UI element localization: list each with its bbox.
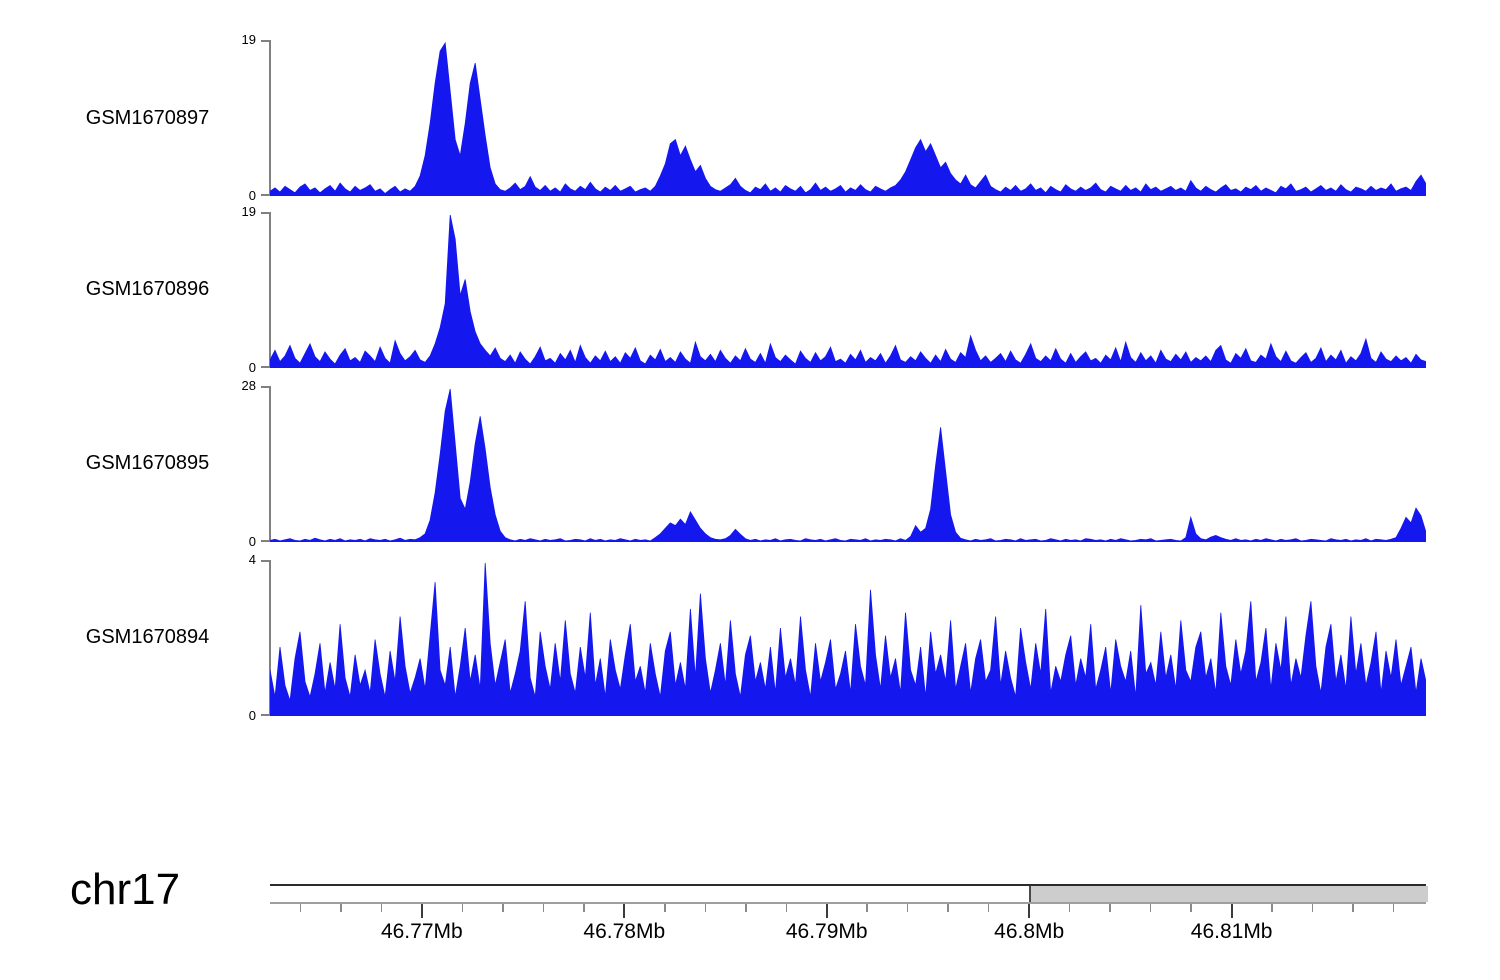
y-axis-line xyxy=(269,560,271,716)
y-axis-zero-label: 0 xyxy=(248,534,256,549)
y-axis-max-label: 19 xyxy=(241,32,256,47)
chromosome-label: chr17 xyxy=(70,865,181,914)
axis-minor-tick xyxy=(866,904,868,912)
axis-minor-tick xyxy=(906,904,909,912)
y-axis-bottom-tick xyxy=(261,194,269,196)
axis-minor-tick xyxy=(1352,904,1354,912)
axis-tick-label: 46.79Mb xyxy=(785,920,868,943)
axis-tick-label: 46.77Mb xyxy=(380,920,463,943)
axis-minor-tick xyxy=(1068,904,1071,912)
axis-minor-tick xyxy=(987,904,990,912)
track-label-gsm1670896: GSM1670896 xyxy=(85,278,210,300)
y-axis-top-tick xyxy=(261,386,269,388)
y-axis-top-tick xyxy=(261,212,269,214)
y-axis-bottom-tick xyxy=(261,540,269,542)
axis-minor-tick xyxy=(745,904,747,912)
y-axis-zero-label: 0 xyxy=(248,360,256,375)
coverage-track-gsm1670897 xyxy=(270,40,1426,196)
axis-minor-tick xyxy=(542,904,545,912)
axis-ticks xyxy=(270,904,1426,922)
y-axis-bottom-tick xyxy=(261,714,269,716)
y-axis-line xyxy=(269,212,271,368)
track-label-gsm1670895: GSM1670895 xyxy=(85,452,210,474)
genome-axis-bar xyxy=(270,884,1428,904)
axis-minor-tick xyxy=(1392,904,1395,912)
axis-minor-tick xyxy=(583,904,585,912)
axis-minor-tick xyxy=(1271,904,1273,912)
axis-minor-tick xyxy=(340,904,342,912)
axis-minor-tick xyxy=(299,904,302,912)
y-axis-max-label: 28 xyxy=(241,378,256,393)
y-axis-max-label: 4 xyxy=(248,552,256,567)
axis-tick-label: 46.78Mb xyxy=(583,920,666,943)
axis-minor-tick xyxy=(947,904,949,912)
axis-minor-tick xyxy=(785,904,787,912)
coverage-track-gsm1670895 xyxy=(270,386,1426,542)
axis-minor-tick xyxy=(1190,904,1192,912)
axis-major-tick xyxy=(420,904,423,918)
y-axis-bottom-tick xyxy=(261,366,269,368)
y-axis-zero-label: 0 xyxy=(248,708,256,723)
y-axis-line xyxy=(269,40,271,196)
axis-major-tick xyxy=(1230,904,1233,918)
axis-major-tick xyxy=(1028,904,1031,918)
y-axis-top-tick xyxy=(261,560,269,562)
track-label-gsm1670897: GSM1670897 xyxy=(85,107,210,129)
axis-minor-tick xyxy=(1311,904,1314,912)
y-axis-zero-label: 0 xyxy=(248,188,256,203)
axis-major-tick xyxy=(623,904,626,918)
coverage-track-gsm1670894 xyxy=(270,560,1426,716)
axis-minor-tick xyxy=(461,904,464,912)
axis-tick-label: 46.81Mb xyxy=(1190,920,1273,943)
axis-highlight-region xyxy=(1029,886,1428,902)
axis-minor-tick xyxy=(380,904,383,912)
axis-tick-label: 46.8Mb xyxy=(994,920,1065,943)
axis-minor-tick xyxy=(704,904,707,912)
coverage-track-gsm1670896 xyxy=(270,212,1426,368)
axis-minor-tick xyxy=(1149,904,1152,912)
y-axis-top-tick xyxy=(261,40,269,42)
axis-major-tick xyxy=(825,904,828,918)
axis-minor-tick xyxy=(664,904,666,912)
axis-minor-tick xyxy=(502,904,504,912)
axis-labels: 46.77Mb 46.78Mb 46.79Mb 46.8Mb 46.81Mb xyxy=(270,919,1426,947)
y-axis-line xyxy=(269,386,271,542)
y-axis-max-label: 19 xyxy=(241,204,256,219)
track-label-gsm1670894: GSM1670894 xyxy=(85,626,210,648)
axis-minor-tick xyxy=(1109,904,1111,912)
